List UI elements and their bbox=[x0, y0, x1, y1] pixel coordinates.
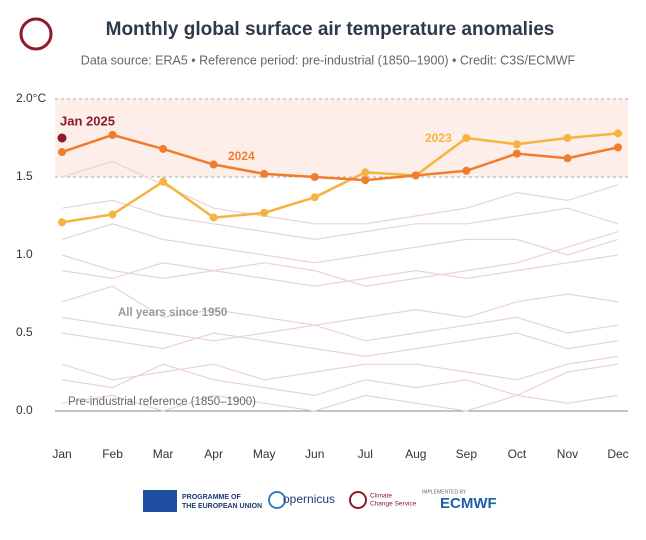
y-tick-label: 1.5 bbox=[16, 169, 33, 183]
plot: 0.0 0.5 1.0 1.5 2.0°C All years since 1950 Pre… bbox=[16, 91, 629, 461]
chart-title: Monthly global surface air temperature a… bbox=[106, 19, 555, 40]
highlight-point bbox=[57, 133, 67, 143]
data-point bbox=[512, 149, 521, 158]
data-point bbox=[563, 134, 572, 142]
data-point bbox=[159, 144, 168, 153]
data-point bbox=[209, 160, 218, 169]
background-line bbox=[61, 332, 619, 358]
background-line bbox=[61, 355, 619, 381]
logo bbox=[19, 17, 53, 51]
data-point bbox=[108, 130, 117, 139]
footer: PROGRAMME OF THE EUROPEAN UNION opernicu… bbox=[143, 489, 497, 512]
y-tick-label: 0.5 bbox=[16, 325, 33, 339]
data-point bbox=[361, 168, 370, 177]
y-tick-label: 1.0 bbox=[16, 247, 33, 261]
x-tick-label: Mar bbox=[153, 447, 174, 461]
background-line bbox=[61, 254, 619, 287]
background-line bbox=[61, 363, 619, 397]
data-point bbox=[462, 166, 471, 175]
data-point bbox=[614, 129, 622, 138]
copernicus-text: opernicus bbox=[283, 492, 335, 506]
reference-label: Pre-industrial reference (1850–1900) bbox=[68, 396, 256, 408]
eu-flag bbox=[143, 490, 177, 512]
implemented-text: IMPLEMENTED BY bbox=[422, 489, 467, 495]
c3s-text: Change Service bbox=[370, 501, 417, 508]
data-point bbox=[58, 218, 66, 227]
series-line bbox=[61, 132, 619, 224]
data-point bbox=[260, 169, 269, 178]
data-point bbox=[159, 177, 168, 186]
copernicus-logo bbox=[268, 491, 286, 509]
data-point bbox=[462, 134, 471, 142]
c3s-text: Climate bbox=[370, 493, 392, 500]
c3s-logo bbox=[349, 491, 367, 509]
data-point bbox=[310, 193, 319, 202]
x-tick-label: Sep bbox=[456, 447, 478, 461]
background-line bbox=[61, 316, 619, 342]
data-point bbox=[108, 210, 117, 219]
series-label: 2023 bbox=[425, 131, 452, 145]
x-tick-label: Jan bbox=[52, 447, 71, 461]
data-point bbox=[58, 148, 66, 157]
background-line bbox=[61, 231, 619, 287]
data-point bbox=[411, 171, 420, 180]
x-tick-label: Nov bbox=[557, 447, 578, 461]
x-tick-label: May bbox=[253, 447, 276, 461]
x-tick-label: Feb bbox=[102, 447, 123, 461]
series-line bbox=[61, 133, 619, 182]
background-label: All years since 1950 bbox=[118, 307, 227, 319]
data-point bbox=[260, 208, 269, 217]
background-line bbox=[61, 223, 619, 264]
x-tick-label: Dec bbox=[607, 447, 628, 461]
x-tick-label: Apr bbox=[204, 447, 223, 461]
eu-text: PROGRAMME OF bbox=[182, 494, 241, 501]
data-point bbox=[563, 154, 572, 163]
background-line bbox=[61, 160, 619, 225]
x-tick-label: Jun bbox=[305, 447, 324, 461]
chart-subtitle: Data source: ERA5 • Reference period: pr… bbox=[81, 53, 576, 67]
x-tick-label: Oct bbox=[508, 447, 527, 461]
series-label: 2024 bbox=[228, 149, 255, 163]
eu-text: THE EUROPEAN UNION bbox=[182, 503, 262, 510]
data-point bbox=[310, 173, 319, 181]
highlight-label: Jan 2025 bbox=[60, 113, 115, 128]
data-point bbox=[209, 213, 218, 222]
data-point bbox=[512, 140, 521, 149]
data-point bbox=[614, 143, 622, 152]
background-line bbox=[61, 199, 619, 241]
background-line bbox=[61, 285, 619, 326]
data-point bbox=[361, 176, 370, 185]
y-tick-label: 2.0°C bbox=[16, 91, 46, 105]
x-tick-label: Jul bbox=[358, 447, 373, 461]
background-line bbox=[61, 394, 619, 412]
target-band bbox=[55, 99, 628, 177]
x-tick-label: Aug bbox=[405, 447, 426, 461]
ecmwf-text: ECMWF bbox=[440, 495, 497, 512]
y-tick-label: 0.0 bbox=[16, 403, 33, 417]
